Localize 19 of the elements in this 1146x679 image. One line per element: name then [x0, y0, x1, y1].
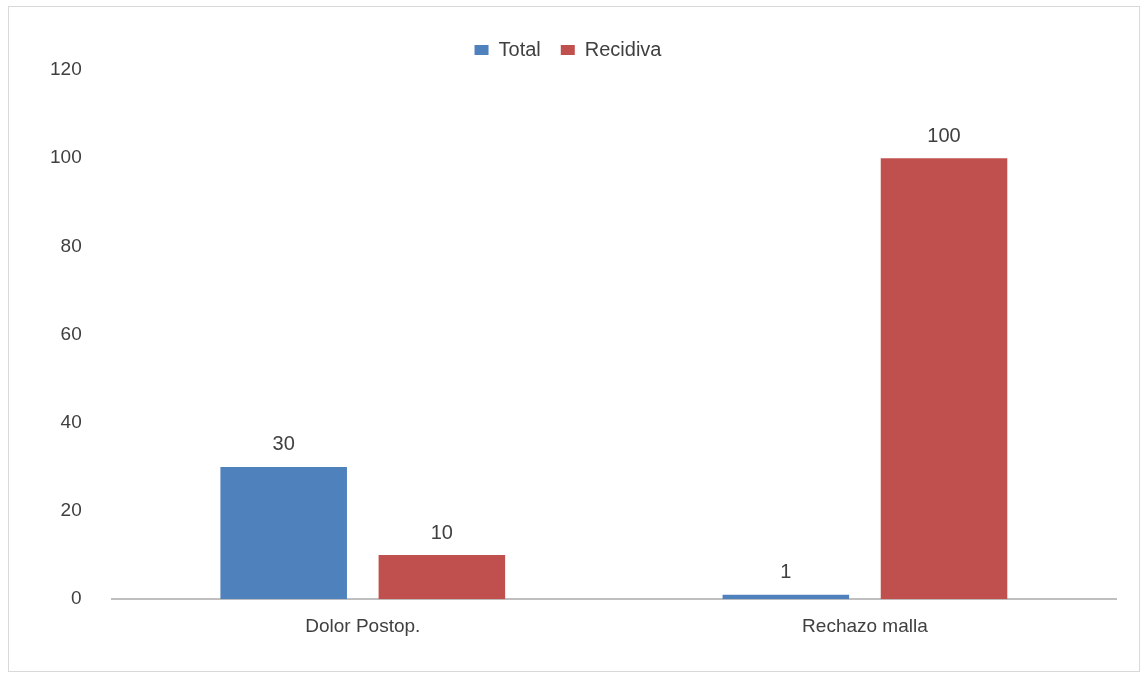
bar [378, 555, 506, 600]
x-tick-label: Rechazo malla [802, 614, 929, 636]
data-label: 30 [272, 432, 295, 455]
data-label: 1 [780, 560, 792, 583]
legend-label: Total [498, 37, 541, 60]
y-tick-label: 100 [50, 146, 82, 168]
bar [220, 466, 347, 600]
y-tick-label: 60 [60, 322, 82, 344]
data-label: 10 [430, 520, 453, 543]
legend-label: Recidiva [584, 37, 663, 60]
bar [722, 594, 850, 600]
x-tick-label: Dolor Postop. [305, 614, 421, 636]
data-label: 100 [927, 123, 961, 146]
bar [880, 158, 1008, 600]
y-tick-label: 120 [50, 58, 82, 80]
y-tick-label: 0 [71, 587, 82, 609]
y-tick-label: 40 [60, 411, 82, 433]
y-tick-label: 80 [60, 234, 82, 256]
y-tick-label: 20 [60, 499, 82, 521]
